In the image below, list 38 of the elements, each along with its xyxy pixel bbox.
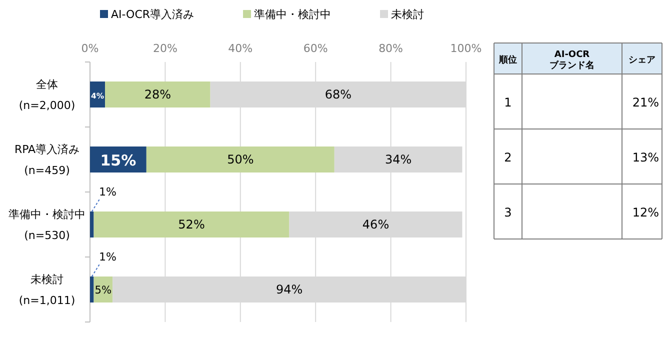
bar [94,212,290,238]
x-tick-label: 20% [152,42,178,55]
bar [90,276,94,302]
x-tick-label: 100% [450,42,482,55]
x-tick-label: 80% [378,42,404,55]
legend-label: 準備中・検討中 [254,8,332,21]
category-label: シェア [628,56,656,66]
bar [146,146,334,172]
y-tick-label: 全体 (n=2,000) [18,78,76,112]
text: 13% [632,150,659,164]
bar [105,82,210,108]
text: 12% [632,206,659,220]
data-label: 68% [324,88,352,102]
category-label: 1 [504,96,512,110]
x-tick-label: 60% [303,42,328,55]
data-label: 15% [100,152,136,170]
legend-label: 未検討 [391,8,424,21]
x-tick-label: 40% [228,42,253,55]
bar [90,212,94,238]
data-label: 46% [362,218,390,232]
category-label: 3 [504,206,512,220]
category-label: AI-OCR ブランド名 [550,50,594,71]
data-label: 1% [99,186,116,198]
legend-label: AI-OCR導入済み [111,8,194,21]
data-label: 52% [178,218,205,232]
x-tick-label: 0% [81,42,99,55]
data-label: 1% [99,250,116,264]
data-label: 28% [144,88,172,102]
data-label: 34% [384,152,412,166]
category-label: 順位 [498,54,517,66]
data-label: 50% [227,152,254,166]
category-label: 2 [504,150,512,164]
data-label: 94% [276,282,303,296]
y-tick-label: 準備中・検討中 (n=530) [8,208,86,242]
text: 21% [632,96,659,110]
y-tick-label: RPA導入済み (n=459) [14,143,80,177]
data-label: 5% [94,284,112,296]
y-tick-label: 未検討 (n=1,011) [18,273,76,307]
